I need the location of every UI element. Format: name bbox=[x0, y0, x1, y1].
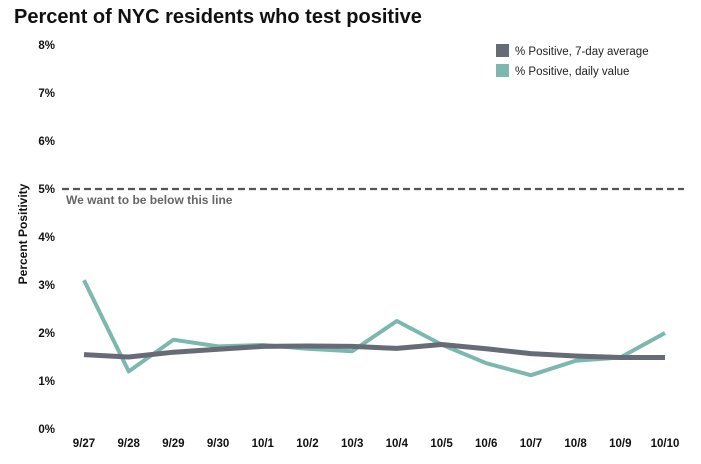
x-tick-label: 10/5 bbox=[430, 438, 453, 450]
x-tick-label: 9/29 bbox=[162, 438, 184, 450]
x-tick-label: 10/6 bbox=[475, 438, 497, 450]
data-point bbox=[441, 344, 442, 345]
x-tick-label: 10/2 bbox=[296, 438, 318, 450]
data-point bbox=[128, 357, 129, 358]
data-point bbox=[173, 352, 174, 353]
data-point bbox=[396, 348, 397, 349]
y-tick-label: 8% bbox=[38, 40, 55, 52]
chart-title: Percent of NYC residents who test positi… bbox=[14, 6, 422, 28]
y-axis-ticks: 0% 1% 2% 3% 4% 5% 6% 7% 8% bbox=[38, 40, 55, 436]
data-point bbox=[530, 375, 531, 376]
y-tick-label: 1% bbox=[38, 376, 55, 388]
data-point bbox=[173, 339, 174, 340]
data-point bbox=[84, 354, 85, 355]
y-tick-label: 2% bbox=[38, 328, 55, 340]
legend: % Positive, 7-day average % Positive, dai… bbox=[496, 44, 649, 78]
y-tick-label: 6% bbox=[38, 136, 55, 148]
x-tick-label: 9/27 bbox=[73, 438, 95, 450]
reference-line-group: We want to be below this line bbox=[62, 187, 684, 207]
data-point bbox=[352, 346, 353, 347]
reference-line-label: We want to be below this line bbox=[66, 193, 233, 207]
data-point bbox=[396, 321, 397, 322]
data-point bbox=[575, 360, 576, 361]
data-point bbox=[486, 348, 487, 349]
data-point bbox=[665, 357, 666, 358]
data-point bbox=[128, 371, 129, 372]
data-point bbox=[84, 280, 85, 281]
data-point bbox=[665, 333, 666, 334]
series-line-7-day-average bbox=[83, 342, 665, 360]
x-tick-label: 10/7 bbox=[520, 438, 542, 450]
series-group bbox=[82, 279, 666, 378]
series-line-daily-value bbox=[82, 279, 666, 378]
legend-swatch bbox=[496, 64, 509, 77]
data-point bbox=[530, 353, 531, 354]
x-tick-label: 10/8 bbox=[564, 438, 587, 450]
x-tick-label: 10/1 bbox=[252, 438, 275, 450]
x-axis-ticks: 9/27 9/28 9/29 9/30 10/1 10/2 10/3 10/4 10/5 10/6… bbox=[73, 438, 680, 450]
y-tick-label: 7% bbox=[38, 88, 55, 100]
y-tick-label: 0% bbox=[38, 424, 55, 436]
data-point bbox=[262, 346, 263, 347]
x-tick-label: 10/10 bbox=[651, 438, 680, 450]
x-tick-label: 9/28 bbox=[117, 438, 140, 450]
data-point bbox=[218, 349, 219, 350]
data-point bbox=[486, 363, 487, 364]
data-point bbox=[352, 351, 353, 352]
x-tick-label: 10/9 bbox=[609, 438, 631, 450]
x-tick-label: 9/30 bbox=[207, 438, 229, 450]
x-tick-label: 10/4 bbox=[386, 438, 409, 450]
y-tick-label: 4% bbox=[38, 232, 55, 244]
data-point bbox=[575, 356, 576, 357]
y-axis-label: Percent Positivity bbox=[16, 183, 30, 284]
legend-label: % Positive, daily value bbox=[515, 66, 629, 78]
legend-label: % Positive, 7-day average bbox=[515, 46, 649, 58]
x-tick-label: 10/3 bbox=[341, 438, 363, 450]
data-point bbox=[620, 357, 621, 358]
legend-swatch bbox=[496, 44, 509, 57]
data-point bbox=[307, 345, 308, 346]
y-tick-label: 3% bbox=[38, 280, 55, 292]
y-tick-label: 5% bbox=[38, 184, 55, 196]
